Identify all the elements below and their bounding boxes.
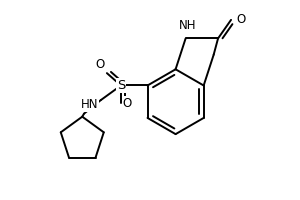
Text: HN: HN xyxy=(81,98,98,111)
Text: NH: NH xyxy=(178,19,196,32)
Text: S: S xyxy=(117,79,125,92)
Text: O: O xyxy=(95,58,104,71)
Text: O: O xyxy=(123,97,132,110)
Text: O: O xyxy=(236,13,245,26)
